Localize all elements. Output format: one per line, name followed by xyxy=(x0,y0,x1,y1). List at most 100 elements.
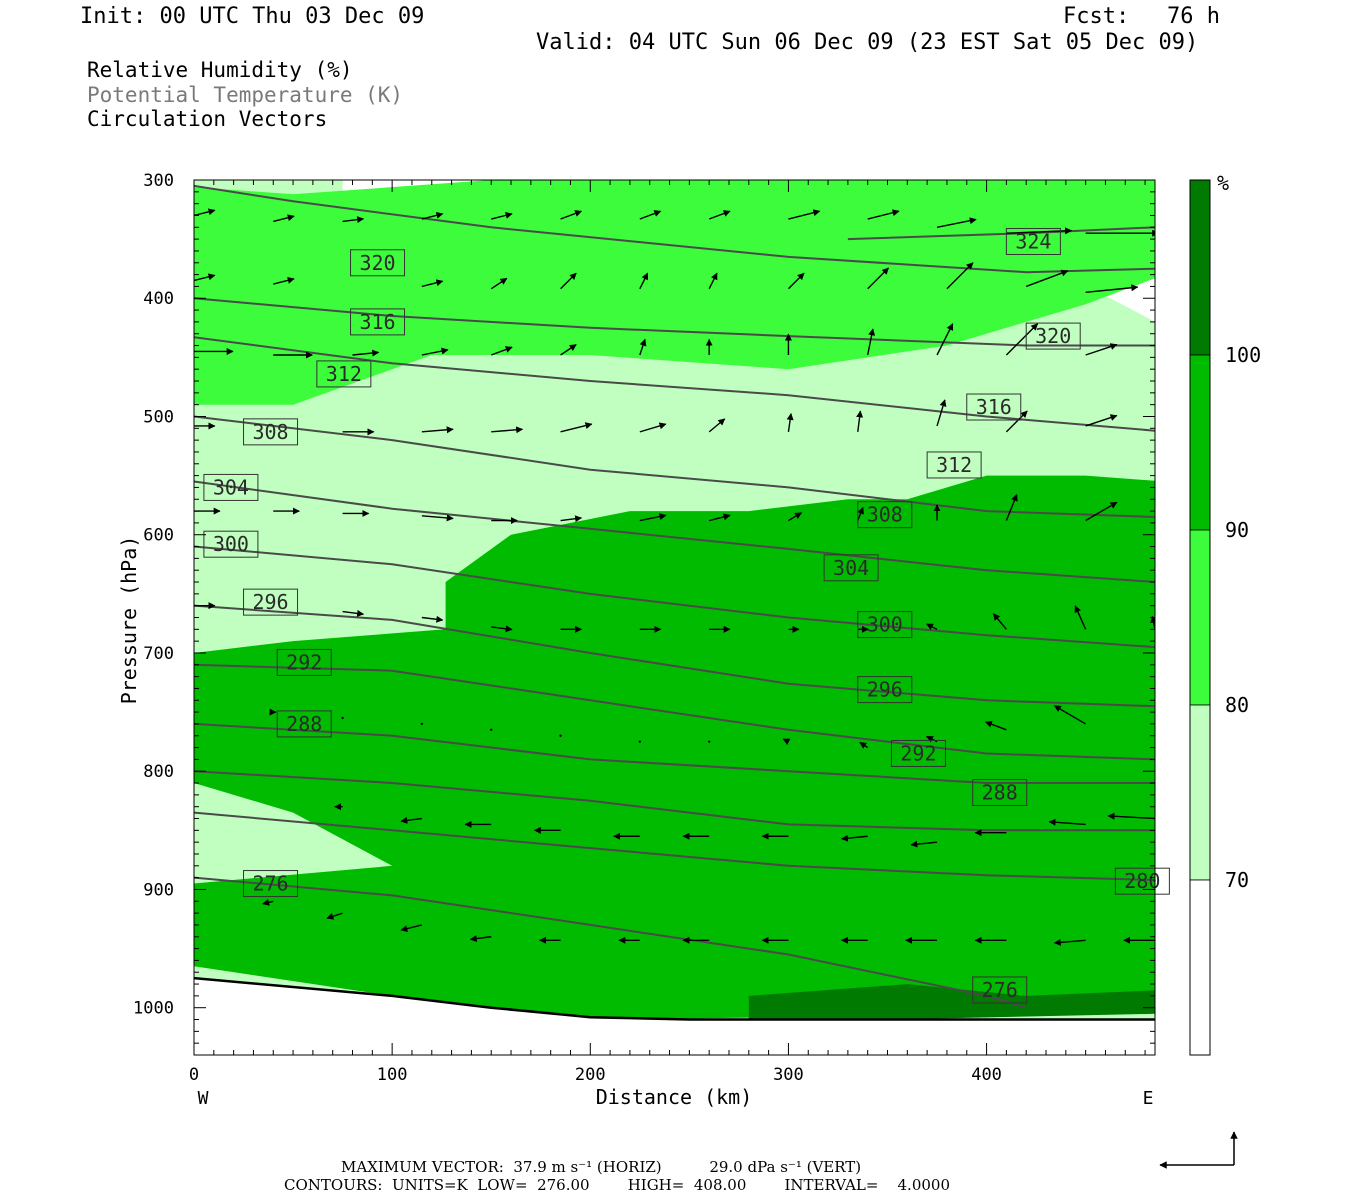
circulation-vector xyxy=(788,512,803,522)
isentrope-label-box xyxy=(1025,322,1081,350)
circulation-vector xyxy=(639,513,667,522)
isentrope-label: 312 xyxy=(936,453,972,477)
isentrope-label: 296 xyxy=(252,590,288,614)
footer-contours: CONTOURS: UNITS=K LOW= 276.00 HIGH= 408.… xyxy=(284,1176,950,1194)
surface-pressure-line xyxy=(194,976,1155,1021)
y-tick-label: 500 xyxy=(143,407,174,427)
surface-layer xyxy=(194,976,1155,1055)
circulation-vector xyxy=(1025,269,1069,288)
isentrope-label: 276 xyxy=(982,978,1018,1002)
x-tick-label: 400 xyxy=(971,1065,1002,1085)
y-tick-label: 1000 xyxy=(133,999,174,1019)
x-tick-label: 300 xyxy=(773,1065,804,1085)
circulation-vector xyxy=(194,208,216,217)
circulation-vector xyxy=(1053,938,1086,946)
isentrope-292 xyxy=(194,663,1155,761)
isentrope-label-box xyxy=(350,308,406,336)
footer-max-vector: MAXIMUM VECTOR: 37.9 m s⁻¹ (HORIZ) 29.0 … xyxy=(341,1158,862,1176)
circulation-vector xyxy=(491,625,513,633)
circulation-vector xyxy=(491,211,513,220)
circulation-vector xyxy=(708,272,718,290)
circulation-vector xyxy=(341,716,344,720)
colorbar-label: 90 xyxy=(1225,518,1249,542)
isentrope-label: 312 xyxy=(326,362,362,386)
circulation-vector xyxy=(1107,812,1155,820)
isentrope-label-box xyxy=(243,418,299,446)
circulation-vector xyxy=(936,217,977,228)
rh-region-90 xyxy=(194,475,1155,1020)
circulation-vector xyxy=(352,349,380,357)
valid-time: Valid: 04 UTC Sun 06 Dec 09 (23 EST Sat … xyxy=(536,30,1199,55)
below-ground xyxy=(194,978,1155,1055)
isentrope-label-layer: 324 320 316 312 308 304 300 296 292 288 276 320 316 3… xyxy=(203,227,1170,1004)
circulation-vector xyxy=(400,924,423,932)
isentrope-300 xyxy=(194,545,1155,649)
circulation-vector xyxy=(859,741,869,749)
isentrope-284 xyxy=(194,770,1155,832)
isentrope-label-box xyxy=(857,611,913,639)
circulation-vector xyxy=(421,426,454,434)
circulation-vector xyxy=(421,615,444,623)
circulation-vector xyxy=(491,426,524,434)
circulation-vector xyxy=(867,328,876,356)
circulation-vector xyxy=(421,211,444,220)
isentrope-label-box xyxy=(276,710,332,738)
isentrope-label: 324 xyxy=(1015,229,1051,253)
circulation-vector xyxy=(638,740,642,743)
isentrope-label-box xyxy=(316,360,372,388)
circulation-vector xyxy=(342,216,365,224)
circulation-vector xyxy=(946,262,974,290)
circulation-vector xyxy=(840,834,868,842)
field-relative-humidity: Relative Humidity (%) xyxy=(87,58,353,82)
forecast-label: Fcst: xyxy=(1063,4,1130,29)
colorbar-frame xyxy=(1189,179,1211,1056)
forecast-hours: 76 h xyxy=(1167,4,1220,29)
colorbar-segment xyxy=(1189,704,1211,881)
circulation-vector xyxy=(1048,818,1086,826)
colorbar-segment xyxy=(1189,179,1211,356)
isentrope-308 xyxy=(194,415,1155,518)
isentrope-label-box xyxy=(966,393,1022,421)
circulation-vector xyxy=(1085,284,1139,294)
circulation-vector xyxy=(984,720,1007,731)
circulation-vector xyxy=(910,840,938,848)
circulation-vector xyxy=(1005,493,1018,521)
y-axis-title: Pressure (hPa) xyxy=(117,536,141,705)
colorbar-unit: % xyxy=(1217,171,1229,195)
circulation-vector xyxy=(1085,501,1118,522)
circulation-vector xyxy=(559,734,562,737)
isentrope-label-box xyxy=(203,530,259,558)
isentrope-label: 320 xyxy=(359,251,395,275)
circulation-vector xyxy=(490,728,493,732)
circulation-vector xyxy=(709,513,731,522)
circulation-vector xyxy=(1005,323,1039,356)
circulation-vector xyxy=(262,898,274,906)
isentrope-label: 292 xyxy=(900,741,936,765)
circulation-vector xyxy=(1085,414,1118,427)
isentrope-label: 276 xyxy=(252,872,288,896)
circulation-vector xyxy=(639,272,649,290)
isentrope-label-box xyxy=(890,739,946,767)
x-tick-label: 0 xyxy=(189,1065,199,1085)
isentrope-label: 288 xyxy=(286,712,322,736)
isentrope-288 xyxy=(194,722,1155,784)
circulation-vector xyxy=(639,422,667,433)
colorbar-label: 70 xyxy=(1225,868,1249,892)
circulation-vector xyxy=(992,613,1007,630)
circulation-vector xyxy=(867,209,900,220)
isentrope-316 xyxy=(194,297,1155,347)
isentrope-label: 300 xyxy=(867,613,903,637)
circulation-vector xyxy=(857,506,864,521)
circulation-vector xyxy=(782,738,791,746)
isentrope-label: 288 xyxy=(982,781,1018,805)
isentrope-label: 316 xyxy=(359,310,395,334)
circulation-vector xyxy=(560,272,577,290)
circulation-vector xyxy=(707,740,711,743)
circulation-vector xyxy=(421,279,444,288)
circulation-vector xyxy=(560,422,593,433)
circulation-vector xyxy=(936,323,954,356)
colorbar-segment xyxy=(1189,879,1211,1056)
circulation-vector xyxy=(787,272,805,290)
circulation-vector xyxy=(273,276,295,285)
